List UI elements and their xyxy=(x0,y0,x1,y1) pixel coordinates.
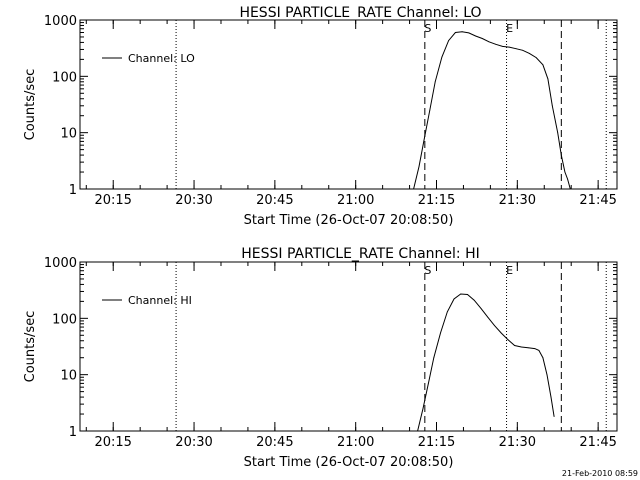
data-point xyxy=(467,294,468,295)
data-point xyxy=(560,154,562,156)
data-point xyxy=(529,53,530,54)
data-point xyxy=(473,299,475,301)
data-point xyxy=(468,32,470,34)
data-point xyxy=(547,78,549,80)
chart-panel-lo: HESSI PARTICLE_RATE Channel: LO 1 10 100 100… xyxy=(23,5,618,228)
x-tick-label: 21:00 xyxy=(337,435,374,450)
marker-label: S xyxy=(424,22,431,35)
data-point xyxy=(542,64,544,66)
data-point xyxy=(550,396,552,398)
y-tick-label: 10 xyxy=(60,127,77,142)
y-tick-label: 1 xyxy=(69,425,77,440)
y-tick-label: 10 xyxy=(60,369,77,384)
data-point xyxy=(440,332,441,334)
x-tick-label: 20:15 xyxy=(94,193,131,208)
legend-label: Channel: LO xyxy=(128,52,195,65)
data-point xyxy=(434,81,436,83)
data-point xyxy=(557,132,559,134)
y-tick-label: 100 xyxy=(52,312,77,327)
y-axis-label: Counts/sec xyxy=(23,69,38,141)
x-tick-label: 20:30 xyxy=(175,435,212,450)
data-point xyxy=(487,316,489,318)
x-tick-label: 21:15 xyxy=(418,193,455,208)
data-point xyxy=(429,109,431,111)
data-point xyxy=(535,57,537,58)
data-point xyxy=(441,56,443,58)
y-tick-label: 1000 xyxy=(44,256,77,271)
data-point xyxy=(553,416,555,417)
data-point xyxy=(522,49,524,51)
chart-title: HESSI PARTICLE_RATE Channel: HI xyxy=(241,246,479,262)
x-tick-label: 21:00 xyxy=(337,193,374,208)
chart-panel-hi: HESSI PARTICLE_RATE Channel: HI 1 10 100 100… xyxy=(23,246,618,470)
data-point xyxy=(424,137,425,139)
chart-title: HESSI PARTICLE_RATE Channel: LO xyxy=(239,5,481,21)
data-point xyxy=(542,357,544,359)
data-point xyxy=(488,41,490,43)
data-point xyxy=(413,188,414,190)
data-point xyxy=(527,347,529,349)
x-tick-label: 21:30 xyxy=(499,193,536,208)
data-point xyxy=(417,430,418,432)
data-point xyxy=(546,374,548,376)
x-tick-label: 20:45 xyxy=(256,435,293,450)
data-point xyxy=(494,325,495,326)
data-point xyxy=(453,298,455,300)
x-tick-label: 20:45 xyxy=(256,193,293,208)
data-point xyxy=(500,332,502,334)
data-point xyxy=(502,46,503,47)
marker-label: S xyxy=(424,264,431,277)
data-point xyxy=(564,171,566,173)
data-point xyxy=(475,35,476,37)
x-axis-label: Start Time (26-Oct-07 20:08:50) xyxy=(244,455,454,470)
x-tick-label: 21:15 xyxy=(418,435,455,450)
y-tick-label: 1 xyxy=(69,183,77,198)
y-axis-label: Counts/sec xyxy=(23,311,38,383)
data-point xyxy=(569,188,571,190)
marker-label: E xyxy=(506,264,513,277)
data-point xyxy=(508,46,510,48)
y-tick-label: 100 xyxy=(52,70,77,85)
data-point xyxy=(481,38,483,39)
data-point xyxy=(521,346,522,348)
x-tick-label: 21:45 xyxy=(579,193,616,208)
data-point xyxy=(461,31,463,33)
data-series-line xyxy=(417,293,555,432)
x-tick-label: 20:30 xyxy=(175,193,212,208)
x-tick-label: 21:30 xyxy=(499,435,536,450)
data-point xyxy=(418,166,420,168)
x-tick-label: 20:15 xyxy=(94,435,131,450)
data-point xyxy=(433,357,435,359)
data-series-line xyxy=(413,31,571,190)
data-point xyxy=(428,383,429,384)
marker-label: E xyxy=(506,22,513,35)
x-axis-label: Start Time (26-Oct-07 20:08:50) xyxy=(244,213,454,228)
data-point xyxy=(567,178,568,180)
data-point xyxy=(514,345,515,346)
data-point xyxy=(448,40,449,41)
data-point xyxy=(422,408,424,409)
data-point xyxy=(495,43,497,45)
plot-frame xyxy=(79,19,618,190)
data-point xyxy=(507,339,509,340)
data-point xyxy=(460,293,462,295)
footer-timestamp: 21-Feb-2010 08:59 xyxy=(562,469,638,478)
data-point xyxy=(446,311,448,313)
y-tick-label: 1000 xyxy=(44,14,77,29)
data-point xyxy=(551,105,553,107)
data-point xyxy=(538,350,540,351)
data-point xyxy=(534,348,536,349)
data-point xyxy=(455,32,456,33)
data-point xyxy=(480,308,482,309)
x-tick-label: 21:45 xyxy=(579,435,616,450)
legend-label: Channel: HI xyxy=(128,294,192,307)
data-point xyxy=(515,48,517,50)
plot-frame xyxy=(79,261,618,432)
